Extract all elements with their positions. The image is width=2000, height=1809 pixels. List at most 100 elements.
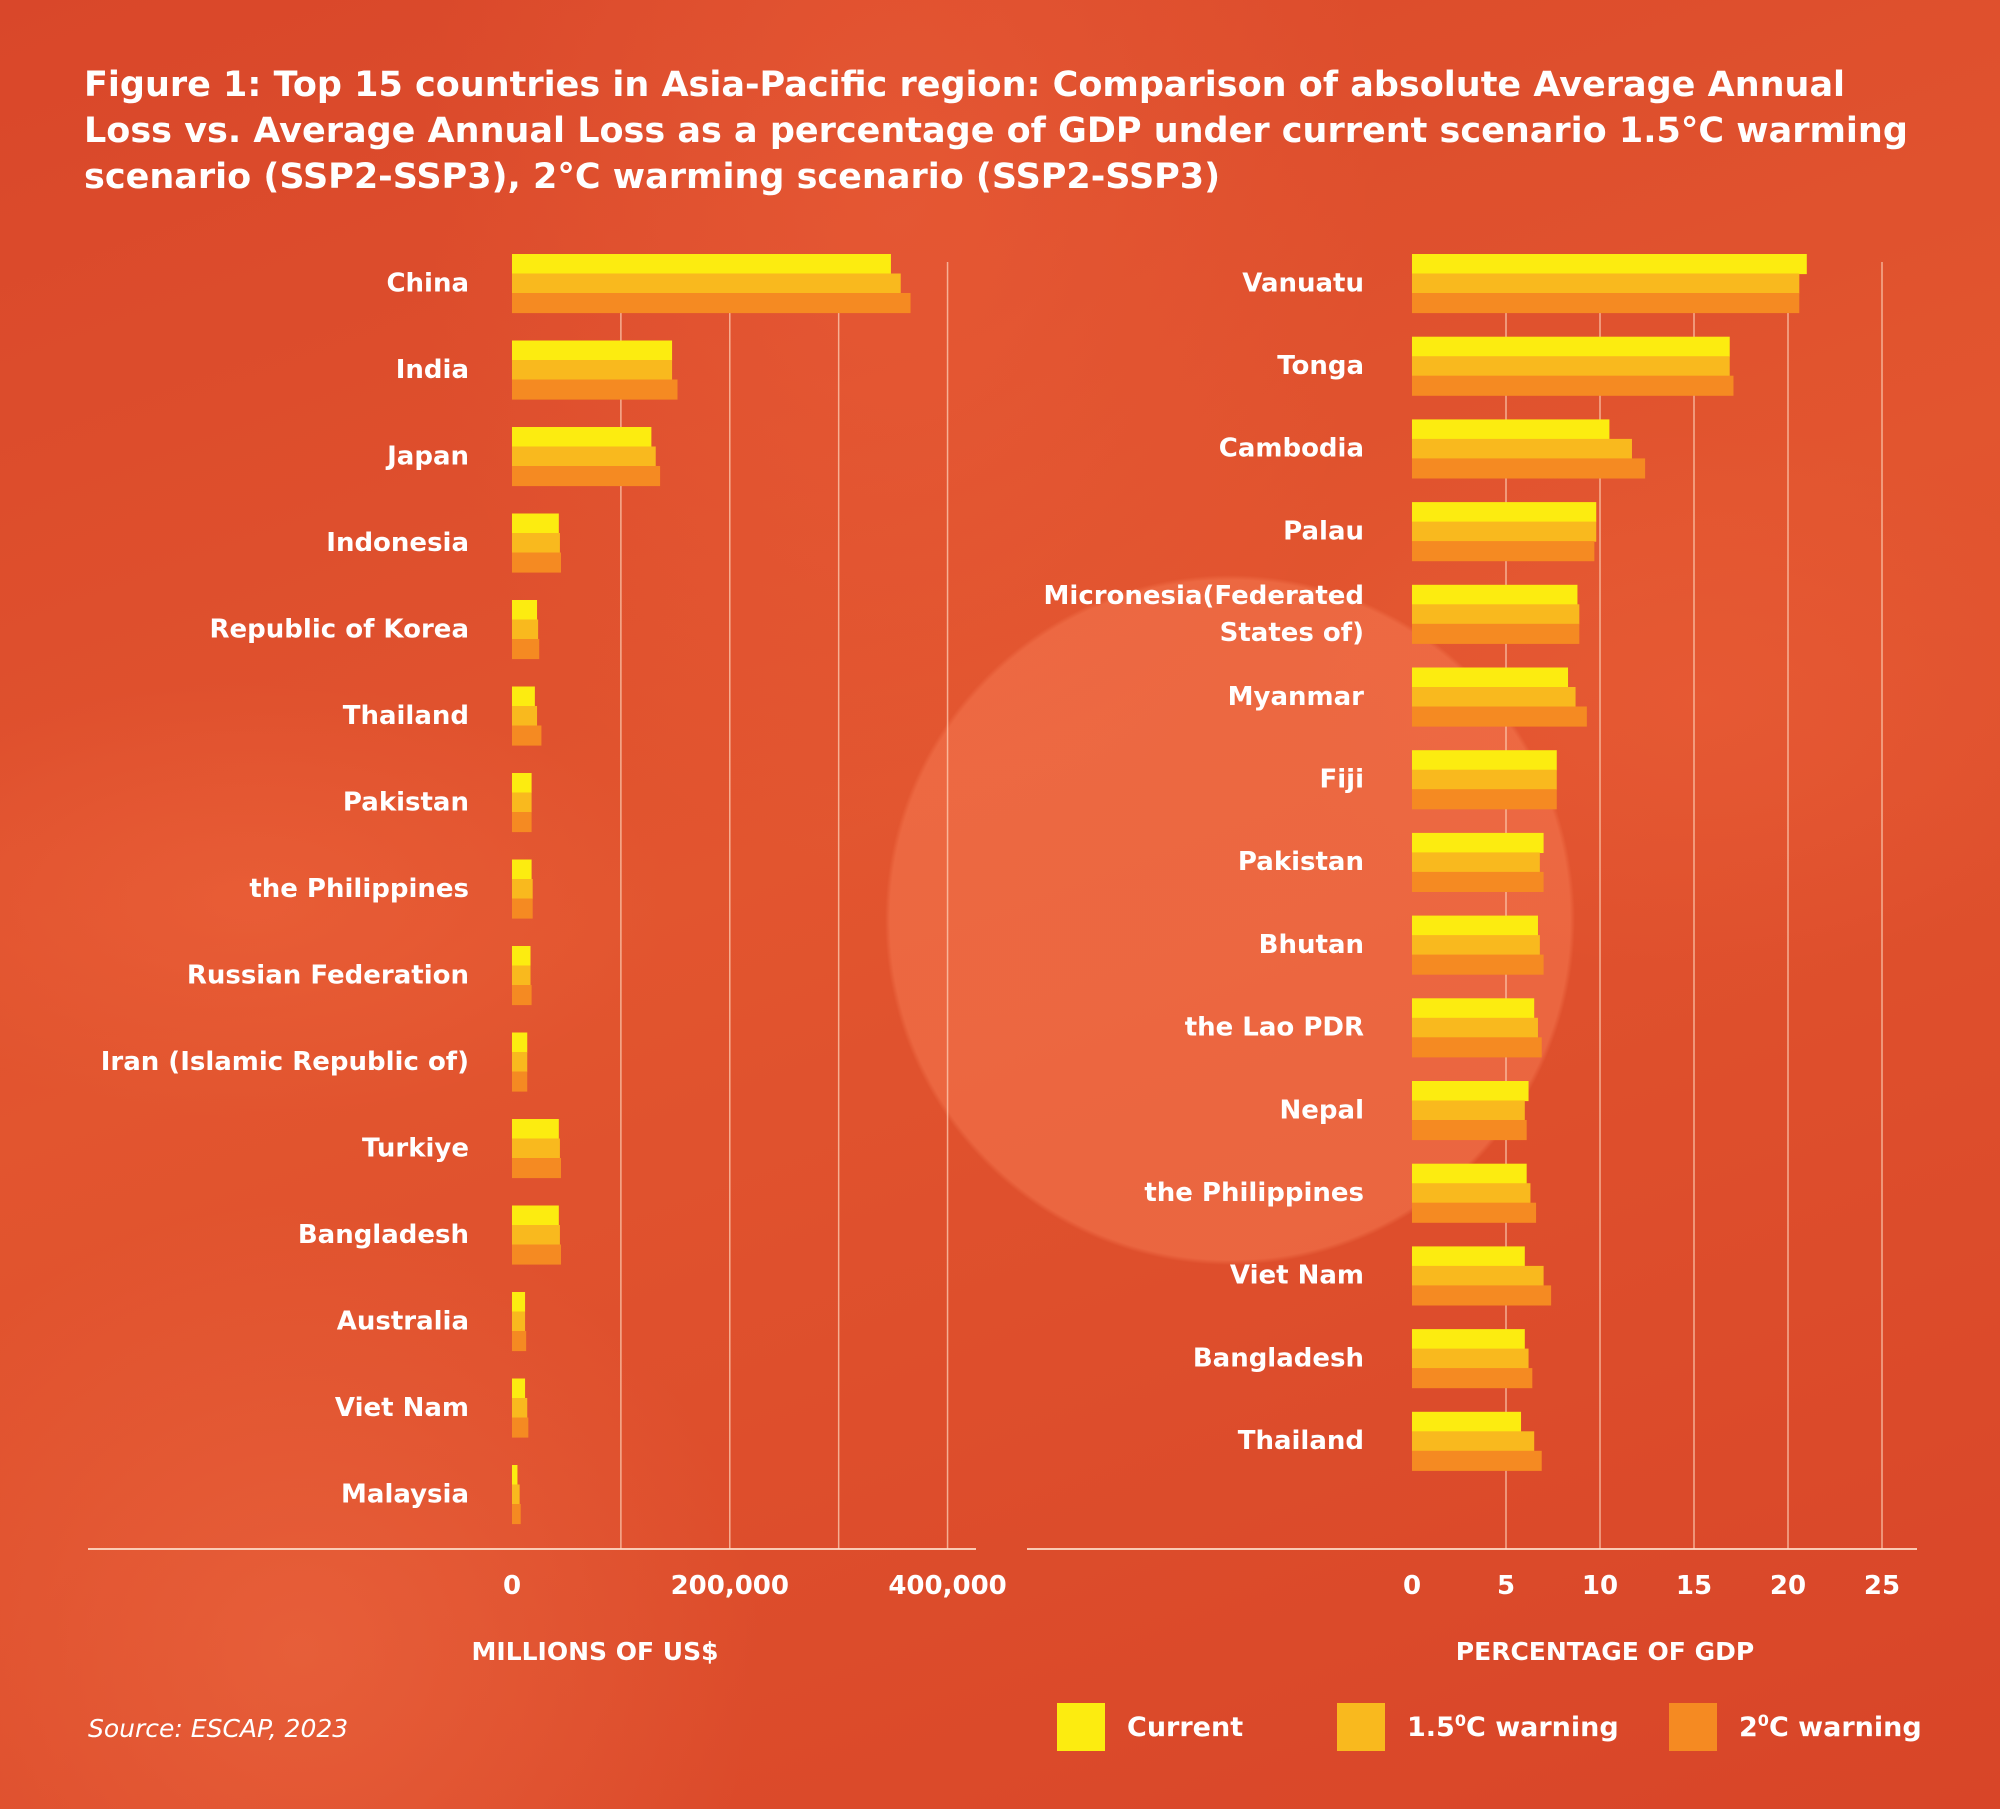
bar-2c — [1412, 458, 1646, 479]
chart-absolute-loss: China India Japan Indonesia Republic of Kore… — [88, 254, 1007, 1666]
bar-current — [1412, 1246, 1525, 1267]
tick-label: 5 — [1497, 1571, 1515, 1601]
bar-2c — [512, 379, 678, 400]
bar-current — [1412, 1329, 1525, 1350]
bar-2c — [1412, 1368, 1533, 1389]
bar-current — [512, 946, 531, 967]
bar-current — [1412, 584, 1578, 605]
bar-2c — [1412, 706, 1587, 727]
x-axis-title: MILLIONS OF US$ — [472, 1637, 719, 1666]
tick-label: 0 — [503, 1571, 521, 1601]
bar-current — [1412, 254, 1807, 275]
bar-1-5c — [1412, 687, 1576, 708]
tick-label: 25 — [1864, 1571, 1900, 1601]
bar-1-5c — [1412, 769, 1557, 790]
tick-label: 20 — [1770, 1571, 1806, 1601]
legend-item-current: Current — [1057, 1703, 1243, 1751]
bar-1-5c — [512, 792, 532, 813]
category-label: Russian Federation — [187, 960, 469, 990]
category-label: Micronesia(Federated States of) — [1044, 581, 1364, 648]
bar-1-5c — [512, 1052, 528, 1073]
bar-2c — [512, 1244, 561, 1265]
category-label: China — [386, 268, 469, 298]
bar-current — [1412, 998, 1535, 1019]
category-label: the Philippines — [249, 874, 469, 904]
bar-1-5c — [1412, 356, 1730, 377]
bar-2c — [512, 1158, 561, 1179]
category-label: Nepal — [1280, 1095, 1364, 1125]
bar-current — [512, 773, 532, 794]
bar-1-5c — [1412, 1183, 1531, 1204]
bar-2c — [512, 1417, 529, 1438]
bar-2c — [1412, 375, 1734, 396]
bar-2c — [512, 898, 533, 919]
bar-current — [512, 1378, 526, 1399]
bar-1-5c — [512, 1225, 560, 1246]
bar-2c — [1412, 541, 1595, 562]
bar-1-5c — [512, 1138, 560, 1159]
legend-label-2c: 20C warning — [1739, 1711, 1922, 1743]
bar-current — [512, 686, 535, 707]
category-label: Tonga — [1277, 351, 1364, 381]
bar-current — [512, 340, 673, 361]
category-label: Bangladesh — [1193, 1343, 1364, 1373]
bar-current — [1412, 832, 1544, 853]
bar-1-5c — [512, 1484, 520, 1505]
category-label: Iran (Islamic Republic of) — [101, 1047, 469, 1077]
bar-2c — [1412, 623, 1580, 644]
x-axis-title: PERCENTAGE OF GDP — [1456, 1637, 1754, 1666]
bar-current — [1412, 750, 1557, 771]
bar-1-5c — [512, 879, 533, 900]
category-label: Bhutan — [1259, 930, 1364, 960]
category-label: Turkiye — [362, 1133, 469, 1163]
bar-2c — [1412, 293, 1800, 314]
legend-label-current: Current — [1127, 1711, 1244, 1743]
bar-2c — [512, 1331, 527, 1352]
tick-label: 15 — [1676, 1571, 1712, 1601]
category-label: Palau — [1283, 516, 1364, 546]
category-label: the Philippines — [1144, 1178, 1364, 1208]
bar-1-5c — [1412, 852, 1540, 873]
bar-2c — [512, 1071, 528, 1092]
bar-1-5c — [1412, 273, 1800, 294]
bar-2c — [1412, 1037, 1542, 1058]
bar-1-5c — [512, 706, 538, 727]
category-label-line: Micronesia(Federated — [1044, 581, 1364, 611]
bar-current — [512, 1205, 559, 1226]
chart-percent-gdp: Vanuatu Tonga Cambodia Palau Micronesia(Fede… — [1027, 254, 1917, 1666]
bar-1-5c — [1412, 935, 1540, 956]
bar-current — [512, 1032, 528, 1053]
bar-2c — [1412, 1285, 1552, 1306]
bar-1-5c — [1412, 1265, 1544, 1286]
bar-1-5c — [1412, 438, 1632, 459]
bar-1-5c — [1412, 1100, 1525, 1121]
bar-1-5c — [1412, 1431, 1535, 1452]
bar-1-5c — [512, 360, 673, 381]
bar-2c — [512, 1504, 521, 1525]
category-label: Japan — [385, 441, 469, 471]
bar-1-5c — [1412, 1348, 1529, 1369]
category-label-line: States of) — [1220, 618, 1364, 648]
bar-2c — [1412, 871, 1544, 892]
category-label: Cambodia — [1219, 434, 1364, 464]
category-label: Bangladesh — [298, 1220, 469, 1250]
bar-2c — [512, 639, 540, 660]
bar-2c — [1412, 1202, 1537, 1223]
bar-1-5c — [512, 619, 539, 640]
category-label: Viet Nam — [1230, 1261, 1364, 1291]
category-label: Viet Nam — [335, 1393, 469, 1423]
tick-label: 10 — [1582, 1571, 1618, 1601]
legend-swatch-current — [1057, 1703, 1105, 1751]
tick-label: 0 — [1403, 1571, 1421, 1601]
bar-1-5c — [512, 1311, 526, 1332]
bar-1-5c — [1412, 521, 1597, 542]
bar-2c — [512, 466, 661, 487]
tick-label: 200,000 — [671, 1571, 789, 1601]
figure-title: Figure 1: Top 15 countries in Asia-Pacif… — [84, 65, 1908, 197]
bar-current — [1412, 502, 1597, 523]
category-label: Pakistan — [343, 787, 469, 817]
bar-2c — [512, 293, 911, 314]
bar-2c — [512, 985, 532, 1006]
bar-current — [1412, 336, 1730, 357]
